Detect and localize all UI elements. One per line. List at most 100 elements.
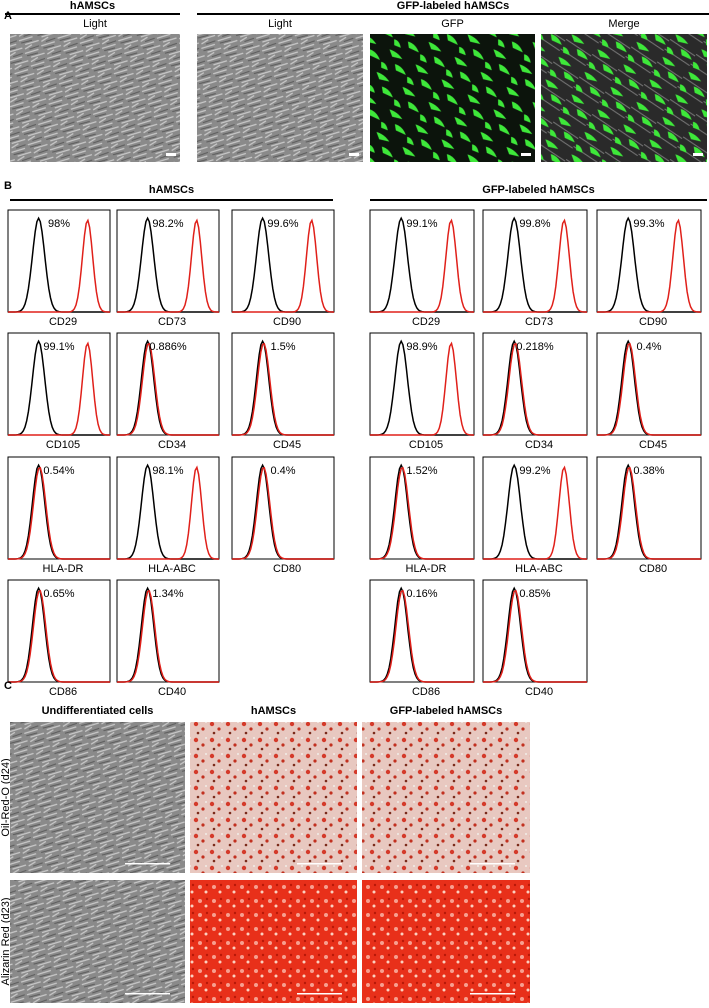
marker-curve — [117, 589, 219, 683]
marker-curve — [597, 342, 701, 436]
panel-label: A — [4, 10, 12, 22]
marker-label: HLA-DR — [43, 563, 84, 575]
image-label: GFP — [441, 18, 464, 30]
percent-label: 0.65% — [43, 588, 74, 600]
percent-label: 0.4% — [270, 465, 295, 477]
percent-label: 0.38% — [633, 465, 664, 477]
micrograph — [190, 880, 357, 1003]
marker-label: CD40 — [525, 686, 553, 698]
row-title: Alizarin Red (d23) — [0, 897, 12, 985]
percent-label: 98.2% — [152, 218, 183, 230]
percent-label: 99.3% — [633, 218, 664, 230]
group-title: GFP-labeled hAMSCs — [397, 0, 509, 12]
micrograph — [362, 880, 530, 1003]
scale-bar — [349, 153, 359, 156]
percent-label: 1.52% — [406, 465, 437, 477]
marker-label: CD86 — [49, 686, 77, 698]
marker-label: CD86 — [412, 686, 440, 698]
marker-curve — [117, 218, 219, 313]
column-title: GFP-labeled hAMSCs — [390, 705, 502, 717]
column-title: Undifferentiated cells — [42, 705, 154, 717]
scale-bar — [521, 153, 531, 156]
marker-label: CD45 — [639, 439, 667, 451]
marker-label: CD80 — [639, 563, 667, 575]
marker-label: CD34 — [525, 439, 553, 451]
micrograph — [362, 722, 530, 873]
marker-curve — [232, 342, 334, 436]
scale-bar — [125, 993, 170, 995]
marker-label: CD80 — [273, 563, 301, 575]
percent-label: 98% — [48, 218, 70, 230]
percent-label: 0.16% — [406, 588, 437, 600]
group-title: hAMSCs — [149, 184, 194, 196]
marker-curve — [8, 341, 110, 436]
percent-label: 1.5% — [270, 341, 295, 353]
marker-label: CD90 — [273, 316, 301, 328]
image-label: Light — [83, 18, 107, 30]
micrograph — [10, 722, 185, 873]
marker-curve — [597, 466, 701, 560]
marker-label: CD45 — [273, 439, 301, 451]
percent-label: 0.886% — [149, 341, 187, 353]
histogram-frame — [596, 456, 702, 560]
marker-label: CD73 — [525, 316, 553, 328]
marker-curve — [483, 342, 587, 436]
percent-label: 99.1% — [43, 341, 74, 353]
marker-curve — [8, 218, 110, 313]
marker-label: CD40 — [158, 686, 186, 698]
column-title: hAMSCs — [251, 705, 296, 717]
micrograph — [190, 722, 357, 873]
marker-curve — [117, 342, 219, 436]
histogram-frame — [7, 579, 111, 683]
percent-label: 0.54% — [43, 465, 74, 477]
marker-label: CD29 — [412, 316, 440, 328]
scale-bar — [693, 153, 703, 156]
histogram-frame — [7, 456, 111, 560]
micrograph — [10, 880, 185, 1003]
marker-curve — [370, 218, 474, 313]
histogram-frame — [369, 579, 475, 683]
percent-label: 98.9% — [406, 341, 437, 353]
group-title: GFP-labeled hAMSCs — [482, 184, 594, 196]
marker-label: CD29 — [49, 316, 77, 328]
percent-label: 99.2% — [519, 465, 550, 477]
marker-curve — [232, 466, 334, 560]
panel-label: B — [4, 180, 12, 192]
percent-label: 99.8% — [519, 218, 550, 230]
percent-label: 98.1% — [152, 465, 183, 477]
histogram-frame — [369, 456, 475, 560]
marker-label: CD34 — [158, 439, 186, 451]
scale-bar — [297, 993, 342, 995]
marker-curve — [483, 218, 587, 313]
marker-curve — [370, 341, 474, 436]
percent-label: 1.34% — [152, 588, 183, 600]
micrograph — [370, 34, 535, 162]
marker-label: HLA-ABC — [515, 563, 563, 575]
scale-bar — [470, 993, 515, 995]
percent-label: 99.6% — [267, 218, 298, 230]
marker-curve — [117, 465, 219, 560]
percent-label: 0.4% — [636, 341, 661, 353]
marker-label: HLA-ABC — [148, 563, 196, 575]
marker-curve — [8, 466, 110, 560]
row-title: Oil-Red-O (d24) — [0, 758, 12, 836]
scale-bar — [297, 863, 342, 865]
marker-label: CD105 — [409, 439, 443, 451]
panel-label: C — [4, 680, 12, 692]
marker-label: HLA-DR — [406, 563, 447, 575]
group-title: hAMSCs — [70, 0, 115, 12]
percent-label: 0.218% — [516, 341, 554, 353]
marker-curve — [597, 218, 701, 313]
histogram-frame — [482, 579, 588, 683]
marker-curve — [232, 218, 334, 313]
marker-curve — [8, 589, 110, 683]
percent-label: 99.1% — [406, 218, 437, 230]
scale-bar — [166, 153, 176, 156]
marker-label: CD90 — [639, 316, 667, 328]
marker-curve — [483, 465, 587, 560]
percent-label: 0.85% — [519, 588, 550, 600]
marker-curve — [370, 466, 474, 560]
histogram-frame — [116, 332, 220, 436]
histogram-frame — [231, 456, 335, 560]
